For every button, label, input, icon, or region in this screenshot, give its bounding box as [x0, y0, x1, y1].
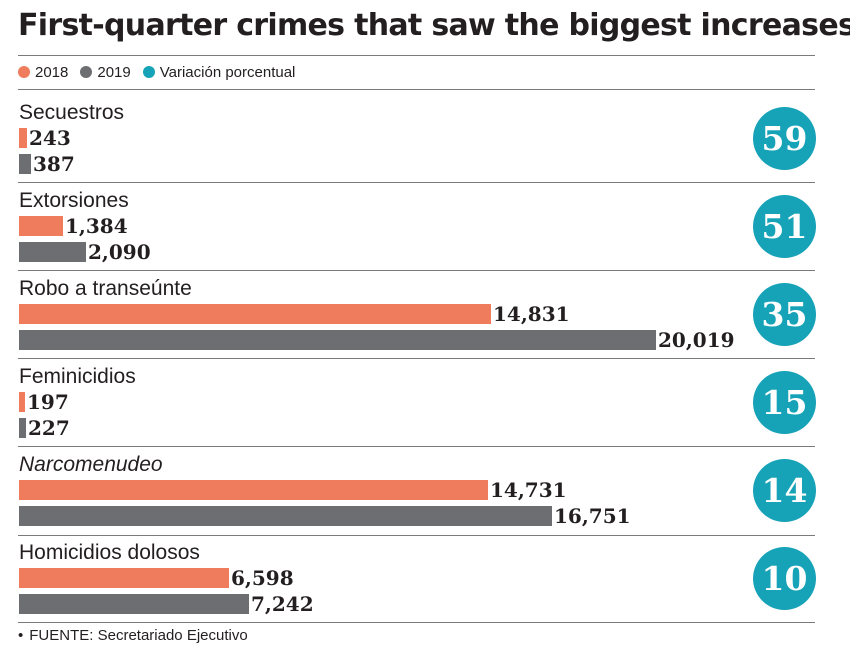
row-divider	[18, 622, 815, 623]
legend-swatch-variacion	[142, 66, 155, 78]
percent-change-badge-robo-a-transeunte: 35	[753, 283, 816, 346]
legend-item-variacion: Variación porcentual	[142, 63, 296, 81]
bar-value-2018-extorsiones: 1,384	[65, 214, 128, 238]
bar-2019-extorsiones	[19, 242, 86, 262]
category-label-extorsiones: Extorsiones	[19, 189, 129, 212]
bar-2018-narcomenudeo	[19, 480, 488, 500]
category-label-narcomenudeo: Narcomenudeo	[19, 453, 163, 476]
chart-title: First-quarter crimes that saw the bigges…	[18, 8, 850, 43]
bar-value-2018-robo-a-transeunte: 14,831	[493, 302, 570, 326]
bar-value-2019-extorsiones: 2,090	[88, 240, 151, 264]
bar-value-2019-robo-a-transeunte: 20,019	[658, 328, 735, 352]
bar-value-2019-homicidios-dolosos: 7,242	[251, 592, 314, 616]
bar-value-2019-secuestros: 387	[33, 152, 75, 176]
percent-change-badge-extorsiones: 51	[753, 195, 816, 258]
category-label-homicidios-dolosos: Homicidios dolosos	[19, 541, 200, 564]
bar-2019-secuestros	[19, 154, 31, 174]
row-divider	[18, 270, 815, 271]
legend-swatch-2018	[18, 66, 30, 78]
chart-legend: 2018 2019 Variación porcentual	[18, 60, 307, 84]
bar-value-2018-homicidios-dolosos: 6,598	[231, 566, 294, 590]
percent-change-badge-homicidios-dolosos: 10	[753, 547, 816, 610]
bar-value-2018-narcomenudeo: 14,731	[490, 478, 567, 502]
legend-label-variacion: Variación porcentual	[159, 63, 296, 81]
row-divider	[18, 446, 815, 447]
legend-swatch-2019	[80, 66, 93, 78]
row-divider	[18, 89, 815, 90]
source-note: • FUENTE: Secretariado Ejecutivo	[18, 626, 248, 646]
legend-label-2018: 2018	[35, 63, 69, 81]
bar-2019-robo-a-transeunte	[19, 330, 656, 350]
category-label-secuestros: Secuestros	[19, 101, 125, 124]
bar-2018-homicidios-dolosos	[19, 568, 229, 588]
bar-2018-robo-a-transeunte	[19, 304, 491, 324]
bar-value-2019-feminicidios: 227	[28, 416, 70, 440]
row-divider	[18, 182, 815, 183]
bar-2019-feminicidios	[19, 418, 26, 438]
bar-value-2018-feminicidios: 197	[27, 390, 69, 414]
bar-value-2018-secuestros: 243	[29, 126, 71, 150]
category-label-feminicidios: Feminicidios	[19, 365, 136, 388]
category-label-robo-a-transeunte: Robo a transeúnte	[19, 277, 192, 300]
bar-2019-narcomenudeo	[19, 506, 552, 526]
bar-value-2019-narcomenudeo: 16,751	[554, 504, 631, 528]
percent-change-badge-feminicidios: 15	[753, 371, 816, 434]
legend-label-2019: 2019	[97, 63, 131, 81]
bar-2018-feminicidios	[19, 392, 25, 412]
bar-2018-secuestros	[19, 128, 27, 148]
row-divider	[18, 535, 815, 536]
bar-2018-extorsiones	[19, 216, 63, 236]
legend-item-2018: 2018	[18, 64, 68, 81]
row-divider	[18, 358, 815, 359]
percent-change-badge-narcomenudeo: 14	[753, 459, 816, 522]
bullet-icon: •	[18, 627, 24, 644]
percent-change-badge-secuestros: 59	[753, 107, 816, 170]
bar-2019-homicidios-dolosos	[19, 594, 249, 614]
title-divider	[18, 55, 815, 56]
source-text: FUENTE: Secretariado Ejecutivo	[29, 627, 248, 644]
legend-item-2019: 2019	[80, 63, 131, 81]
